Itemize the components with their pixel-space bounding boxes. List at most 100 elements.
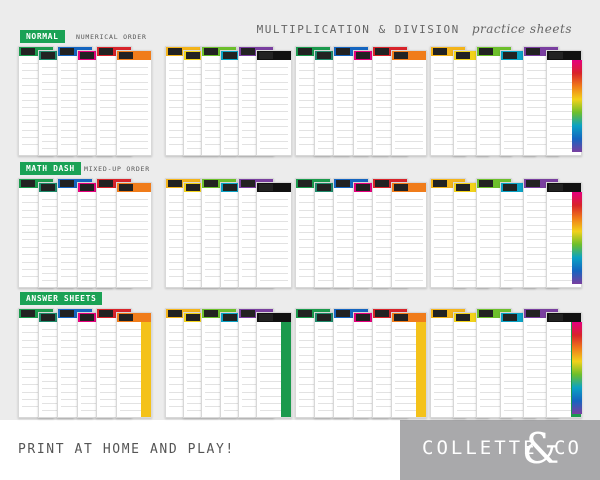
sheet-row-line xyxy=(376,376,404,378)
sheet-row-line xyxy=(457,258,485,260)
sheet-header-band xyxy=(501,51,535,60)
sheet-title-block xyxy=(336,310,350,317)
sheet-row-line xyxy=(376,63,404,64)
sheet-row-line xyxy=(480,202,508,204)
sheet-row-line xyxy=(527,399,555,400)
sheet-row-line xyxy=(22,77,50,79)
practice-sheet xyxy=(256,312,292,418)
sheet-row-line xyxy=(434,63,462,64)
sheet-row-line xyxy=(22,347,50,349)
sheet-row-line xyxy=(337,85,365,87)
sheet-row-line xyxy=(120,74,148,76)
sheet-row-line xyxy=(42,236,70,237)
sheet-row-line xyxy=(550,329,578,330)
sheet-row-line xyxy=(81,258,109,260)
sheet-row-line xyxy=(42,388,70,390)
sheet-row-line xyxy=(480,137,508,138)
sheet-row-line xyxy=(100,332,128,334)
sheet-row-line xyxy=(457,280,485,282)
sheet-row-line xyxy=(100,347,128,349)
sheet-row-line xyxy=(260,373,288,375)
sheet-row-line xyxy=(318,96,346,98)
sheet-row-line xyxy=(357,141,385,142)
sheet-row-line xyxy=(337,269,365,270)
sheet-row-line xyxy=(550,126,578,128)
sheet-title-block xyxy=(204,180,218,187)
sheet-row-line xyxy=(318,236,346,237)
sheet-row-line xyxy=(61,209,89,211)
sheet-row-line xyxy=(357,199,385,200)
sheet-row-line xyxy=(527,144,555,146)
sheet-row-line xyxy=(299,202,327,204)
sheet-title-block xyxy=(503,314,517,321)
sheet-row-line xyxy=(318,380,346,382)
sheet-row-line xyxy=(22,339,50,341)
sheet-title-block xyxy=(317,314,331,321)
sheet-row-line xyxy=(260,104,288,105)
sheet-row-line xyxy=(550,380,578,382)
sheet-title-block xyxy=(503,184,517,191)
sheet-row-line xyxy=(480,232,508,233)
sheet-row-line xyxy=(376,137,404,138)
sheet-title-block xyxy=(21,48,35,55)
sheet-header-band xyxy=(257,183,291,192)
sheet-row-line xyxy=(120,221,148,223)
sheet-row-line xyxy=(504,410,532,412)
sheet-row-line xyxy=(22,232,50,233)
sheet-row-line xyxy=(527,354,555,356)
sheet-row-line xyxy=(504,199,532,200)
sheet-row-line xyxy=(357,243,385,245)
sheet-row-line xyxy=(299,217,327,219)
sheet-row-line xyxy=(61,276,89,278)
sheet-row-line xyxy=(22,246,50,248)
sheet-header-band xyxy=(19,47,53,56)
sheet-row-line xyxy=(81,373,109,375)
sheet-row-line xyxy=(42,213,70,215)
sheet-title-block xyxy=(259,314,273,321)
sheet-row-line xyxy=(205,246,233,248)
sheet-row-line xyxy=(100,129,128,131)
sheet-row-line xyxy=(81,380,109,382)
sheet-row-line xyxy=(480,129,508,131)
sheet-row-line xyxy=(457,81,485,83)
sheet-row-line xyxy=(42,141,70,142)
sheet-row-line xyxy=(527,100,555,101)
sheet-row-line xyxy=(527,339,555,341)
sheet-header-band xyxy=(117,313,151,322)
sheet-row-line xyxy=(337,77,365,79)
sheet-row-line xyxy=(434,202,462,204)
sheet-row-line xyxy=(120,243,148,245)
sheet-row-line xyxy=(260,148,288,150)
sheet-row-line xyxy=(81,81,109,83)
sheet-row-line xyxy=(22,269,50,270)
sheet-row-line xyxy=(22,114,50,116)
sheet-row-line xyxy=(434,114,462,116)
sheet-row-line xyxy=(434,354,462,356)
sheet-row-line xyxy=(457,250,485,252)
sheet-row-line xyxy=(434,92,462,94)
sheet-row-line xyxy=(42,358,70,360)
sheet-row-line xyxy=(457,104,485,105)
sheet-row-line xyxy=(480,224,508,226)
sheet-title-block xyxy=(356,314,370,321)
sheet-row-line xyxy=(299,276,327,278)
sheet-header-band xyxy=(202,179,236,188)
sheet-row-line xyxy=(337,369,365,371)
section-subtitle: NUMERICAL ORDER xyxy=(76,33,147,41)
sheet-row-line xyxy=(22,122,50,124)
sheet-row-line xyxy=(61,362,89,363)
sheet-row-line xyxy=(260,395,288,397)
sheet-row-line xyxy=(376,391,404,393)
sheet-row-line xyxy=(337,261,365,263)
sheet-row-line xyxy=(42,89,70,91)
sheet-row-line xyxy=(81,366,109,367)
sheet-row-line xyxy=(395,343,423,345)
sheet-row-line xyxy=(81,343,109,345)
sheet-row-line xyxy=(527,406,555,408)
sheet-row-line xyxy=(434,369,462,371)
sheet-row-line xyxy=(22,332,50,334)
sheet-row-line xyxy=(260,258,288,260)
sheet-row-line xyxy=(504,74,532,76)
sheet-row-line xyxy=(527,137,555,138)
sheet-row-line xyxy=(376,129,404,131)
